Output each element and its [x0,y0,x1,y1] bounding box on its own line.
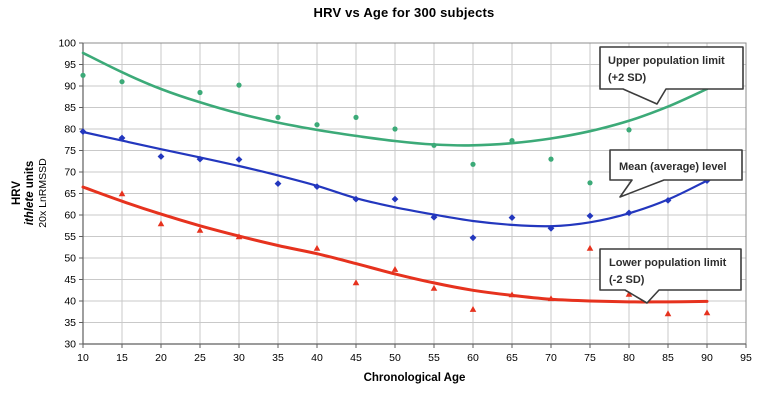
y-tick-label: 65 [64,188,76,200]
data-point-mean [274,180,282,187]
callout-label-mean: Mean (average) level [619,161,727,173]
data-point-upper [431,142,437,148]
y-tick-label: 100 [58,38,76,50]
data-point-lower [625,290,633,297]
y-tick-label: 85 [64,102,76,114]
x-tick-label: 75 [584,352,596,364]
data-point-lower [469,306,477,312]
x-tick-label: 70 [545,352,557,364]
x-tick-label: 25 [194,352,206,364]
data-point-mean [391,195,399,203]
x-tick-label: 20 [155,352,167,364]
y-tick-label: 80 [64,124,76,136]
data-point-lower [235,233,243,240]
callout-label-lower: Lower population limit [609,257,727,269]
callout-label-upper: Upper population limit [608,55,725,67]
data-point-upper [587,180,593,186]
y-tick-label: 35 [64,317,76,329]
trendline-mean [81,130,709,228]
trendline-upper [81,51,709,147]
trendline-lower [81,185,709,304]
data-point-upper [353,114,359,120]
x-tick-label: 55 [428,352,440,364]
data-point-lower [508,291,516,298]
data-point-lower [157,220,165,227]
x-tick-label: 80 [623,352,635,364]
data-point-upper [197,89,203,96]
x-tick-label: 45 [350,352,362,364]
x-axis-label: Chronological Age [363,372,466,384]
data-point-upper [509,138,515,144]
callout-mean [609,149,743,198]
data-point-mean [235,156,243,163]
y-tick-label: 90 [64,81,76,93]
y-tick-label: 50 [64,253,76,265]
data-point-mean [430,213,438,221]
callout-upper [599,46,744,105]
x-tick-label: 35 [272,352,284,364]
y-axis-label-units-rest: units [24,160,36,192]
y-tick-label: 60 [64,210,76,222]
data-point-upper [392,126,398,132]
y-tick-label: 55 [64,231,76,243]
y-axis-label-hrv: HRV [11,180,23,206]
data-point-mean [118,134,126,142]
x-tick-label: 95 [740,352,752,364]
x-tick-label: 40 [311,352,323,364]
y-tick-label: 75 [64,145,76,157]
y-axis-label-ithlete: ithlete [24,191,36,226]
data-point-upper [314,122,320,128]
y-axis-label-lnrmssd: 20x LnRMSSD [37,158,49,228]
data-point-mean [664,197,672,204]
y-tick-label: 40 [64,296,76,308]
chart-title: HRV vs Age for 300 subjects [313,5,495,20]
data-point-mean [352,195,360,203]
callout-label-lower: (-2 SD) [609,274,645,286]
data-point-mean [79,128,87,135]
callout-label-upper: (+2 SD) [608,72,647,84]
data-point-lower [430,284,438,291]
data-point-upper [80,72,86,78]
data-point-mean [547,224,555,232]
data-point-lower [196,226,204,233]
x-tick-label: 60 [467,352,479,364]
data-point-mean [157,153,165,160]
data-point-mean [586,212,594,220]
y-tick-label: 45 [64,274,76,286]
data-point-lower [664,310,672,317]
x-tick-label: 90 [701,352,713,364]
data-point-lower [391,266,399,272]
data-point-lower [586,244,594,251]
data-point-upper [119,79,125,85]
x-tick-label: 50 [389,352,401,364]
y-axis-label: HRV ithlete units 20x LnRMSSD [11,111,51,275]
data-point-upper [275,114,281,120]
data-point-upper [236,82,242,88]
data-point-lower [118,190,126,197]
y-tick-label: 95 [64,59,76,71]
x-tick-label: 30 [233,352,245,364]
data-point-mean [313,183,321,190]
data-point-lower [352,279,360,286]
data-point-mean [469,234,477,242]
data-point-upper [548,156,554,162]
data-point-mean [508,214,516,221]
y-tick-label: 70 [64,167,76,179]
x-tick-label: 10 [77,352,89,364]
data-point-lower [547,295,555,302]
x-tick-label: 65 [506,352,518,364]
data-point-upper [470,161,476,167]
y-axis-label-units: ithlete units [24,111,37,275]
data-point-mean [625,209,633,217]
x-tick-label: 85 [662,352,674,364]
data-point-lower [313,244,321,251]
callout-lower [599,248,742,304]
y-tick-label: 30 [64,339,76,351]
x-tick-label: 15 [116,352,128,364]
data-point-lower [703,309,711,316]
data-point-mean [196,155,204,163]
data-point-upper [626,127,632,133]
